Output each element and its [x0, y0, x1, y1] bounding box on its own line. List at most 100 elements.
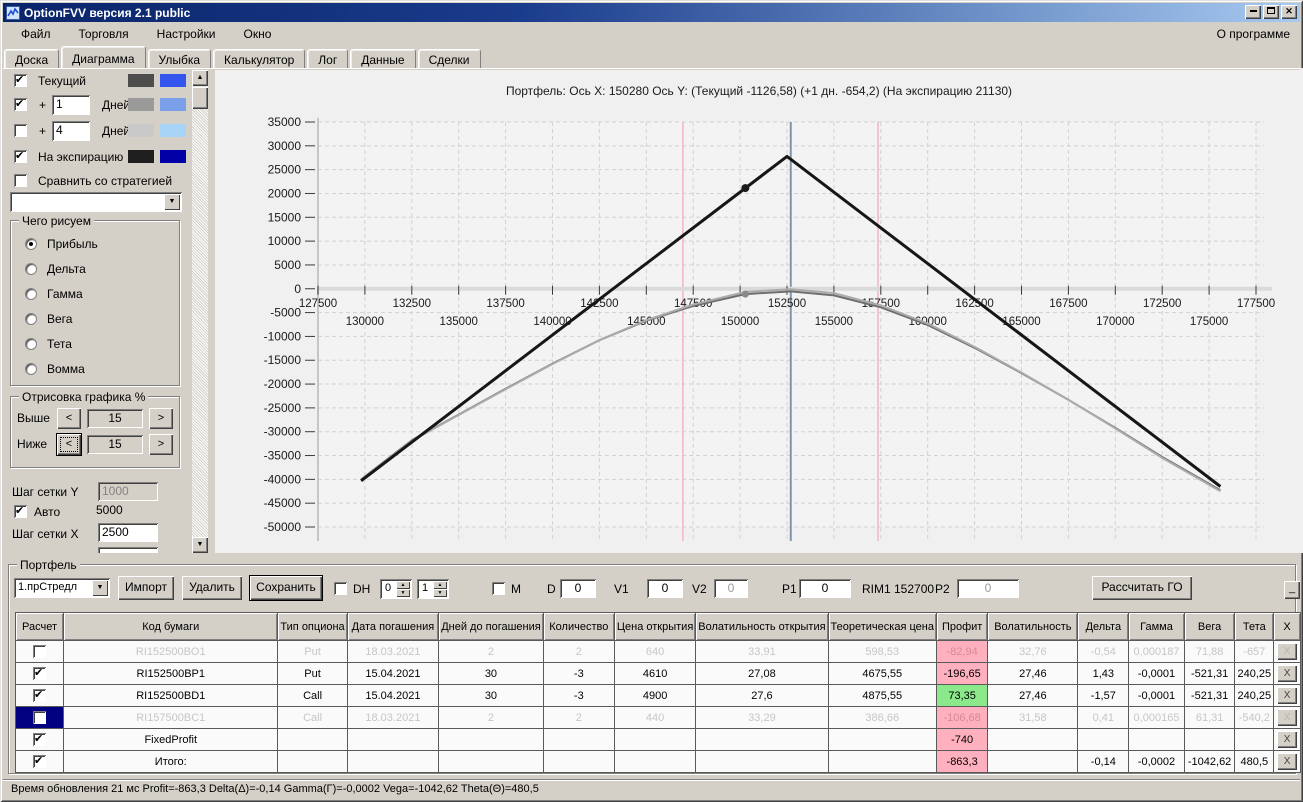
- radio-icon[interactable]: [25, 338, 37, 350]
- row-calc-checkbox[interactable]: [33, 732, 47, 746]
- tab-5[interactable]: Данные: [350, 49, 416, 68]
- row-delete-cell: X: [1273, 662, 1301, 685]
- plus4-days-checkbox[interactable]: [14, 124, 27, 137]
- d-field[interactable]: 0: [560, 579, 596, 598]
- compare-strategy-checkbox[interactable]: [14, 174, 27, 187]
- row-delete-button[interactable]: X: [1277, 731, 1298, 748]
- row-calc-cell[interactable]: [14, 706, 65, 729]
- column-header-10: Волатильность: [987, 612, 1079, 641]
- row-calc-checkbox[interactable]: [33, 711, 47, 724]
- radio-label: Гамма: [47, 287, 83, 301]
- p1-field[interactable]: 0: [799, 579, 851, 598]
- dh-checkbox[interactable]: [334, 582, 347, 595]
- spin-down-icon[interactable]: ▼: [433, 589, 447, 597]
- row-calc-cell[interactable]: [14, 640, 65, 663]
- below-percent-field[interactable]: 15: [87, 435, 143, 454]
- settings-scrollbar[interactable]: ▲ ▼: [192, 70, 208, 553]
- tab-4[interactable]: Лог: [307, 49, 349, 68]
- portfolio-preset-combobox[interactable]: 1.прСтредл ▼: [14, 578, 110, 598]
- plus4-days-input[interactable]: 4: [52, 121, 90, 141]
- above-percent-field[interactable]: 15: [87, 409, 143, 428]
- radio-icon[interactable]: [25, 363, 37, 375]
- plus1-days-input[interactable]: 1: [52, 95, 90, 115]
- tab-6[interactable]: Сделки: [417, 49, 481, 68]
- spin-up-icon[interactable]: ▲: [433, 581, 447, 589]
- menu-item-2[interactable]: Настройки: [156, 27, 216, 41]
- scroll-up-icon[interactable]: ▲: [192, 70, 208, 86]
- cell-r3-c13: -540,2: [1234, 706, 1275, 729]
- current-curve-checkbox[interactable]: [14, 73, 27, 87]
- radio-icon[interactable]: [25, 288, 37, 300]
- save-button[interactable]: Сохранить: [250, 576, 322, 600]
- cell-r3-c3: 2: [438, 706, 544, 729]
- row-delete-button[interactable]: X: [1277, 709, 1298, 726]
- plus1-days-checkbox[interactable]: [14, 97, 27, 111]
- radio-icon[interactable]: [25, 263, 37, 275]
- cell-r4-c1: [277, 728, 348, 751]
- row-delete-button[interactable]: X: [1277, 687, 1298, 704]
- radio-option-5[interactable]: Вомма: [25, 362, 85, 376]
- profit-chart[interactable]: 35000 30000 25000 20000 15000 10000 5000 0 -5000…: [215, 68, 1303, 553]
- panel-minimize-button[interactable]: _: [1284, 581, 1300, 599]
- above-increment-button[interactable]: >: [149, 408, 173, 429]
- cell-r3-c12: 61,31: [1183, 706, 1236, 729]
- spin-up-icon[interactable]: ▲: [396, 581, 410, 589]
- above-decrement-button[interactable]: <: [57, 408, 81, 429]
- row-calc-cell[interactable]: [14, 750, 65, 773]
- row-calc-cell[interactable]: [14, 662, 65, 685]
- menu-item-1[interactable]: Торговля: [78, 27, 129, 41]
- row-calc-checkbox[interactable]: [33, 645, 47, 658]
- row-calc-checkbox[interactable]: [33, 688, 47, 702]
- dh-spinner-1[interactable]: 0 ▲ ▼: [380, 579, 412, 599]
- spin-down-icon[interactable]: ▼: [396, 589, 410, 597]
- menu-item-0[interactable]: Файл: [21, 27, 51, 41]
- scroll-down-icon[interactable]: ▼: [192, 537, 208, 553]
- radio-option-0[interactable]: Прибыль: [25, 237, 98, 251]
- menu-item-about[interactable]: О программе: [1216, 27, 1290, 41]
- radio-option-1[interactable]: Дельта: [25, 262, 86, 276]
- x-tick-label: 140000: [533, 316, 571, 328]
- row-calc-checkbox[interactable]: [33, 666, 47, 680]
- tab-3[interactable]: Калькулятор: [213, 49, 306, 68]
- v1-field[interactable]: 0: [647, 579, 683, 598]
- delete-button[interactable]: Удалить: [182, 576, 242, 600]
- chevron-down-icon[interactable]: ▼: [164, 194, 180, 210]
- calc-margin-button[interactable]: Рассчитать ГО: [1092, 576, 1192, 600]
- row-calc-cell[interactable]: [14, 684, 65, 707]
- maximize-button[interactable]: [1263, 5, 1279, 19]
- radio-option-4[interactable]: Тета: [25, 337, 72, 351]
- row-delete-button[interactable]: X: [1277, 665, 1298, 682]
- dh-spinner-2[interactable]: 1 ▲ ▼: [417, 579, 449, 599]
- row-calc-checkbox[interactable]: [33, 754, 47, 768]
- radio-option-2[interactable]: Гамма: [25, 287, 83, 301]
- plus4-days-label: Дней: [102, 124, 131, 138]
- chevron-down-icon[interactable]: ▼: [92, 580, 108, 596]
- m-checkbox[interactable]: [492, 582, 505, 595]
- cell-r1-c0: RI152500BP1: [63, 662, 279, 685]
- below-increment-button[interactable]: >: [149, 434, 173, 455]
- tab-1[interactable]: Диаграмма: [61, 46, 146, 68]
- row-delete-button[interactable]: X: [1277, 753, 1298, 770]
- expiration-curve-checkbox[interactable]: [14, 149, 27, 163]
- tab-0[interactable]: Доска: [4, 49, 60, 68]
- import-button[interactable]: Импорт: [118, 576, 174, 600]
- cell-r1-c12: -521,31: [1183, 662, 1236, 685]
- radio-option-3[interactable]: Вега: [25, 312, 72, 326]
- row-delete-button[interactable]: X: [1277, 643, 1298, 660]
- scrollbar-thumb[interactable]: [192, 87, 208, 109]
- tab-2[interactable]: Улыбка: [147, 49, 212, 68]
- auto-grid-checkbox[interactable]: [14, 504, 27, 518]
- radio-icon[interactable]: [25, 238, 37, 250]
- menu-item-3[interactable]: Окно: [243, 27, 272, 41]
- strategy-combobox[interactable]: ▼: [10, 192, 182, 212]
- grid-step-x-field[interactable]: 2500: [98, 523, 158, 542]
- minimize-button[interactable]: [1245, 5, 1261, 19]
- below-decrement-button[interactable]: <: [57, 434, 81, 455]
- row-calc-cell[interactable]: [14, 728, 65, 751]
- chart-area[interactable]: Портфель: Ось X: 150280 Ось Y: (Текущий …: [215, 68, 1303, 553]
- clipped-field[interactable]: [98, 547, 158, 553]
- close-button[interactable]: ✕: [1281, 5, 1297, 19]
- current-curve-label: Текущий: [38, 74, 86, 88]
- cell-r5-c4: [542, 750, 615, 773]
- radio-icon[interactable]: [25, 313, 37, 325]
